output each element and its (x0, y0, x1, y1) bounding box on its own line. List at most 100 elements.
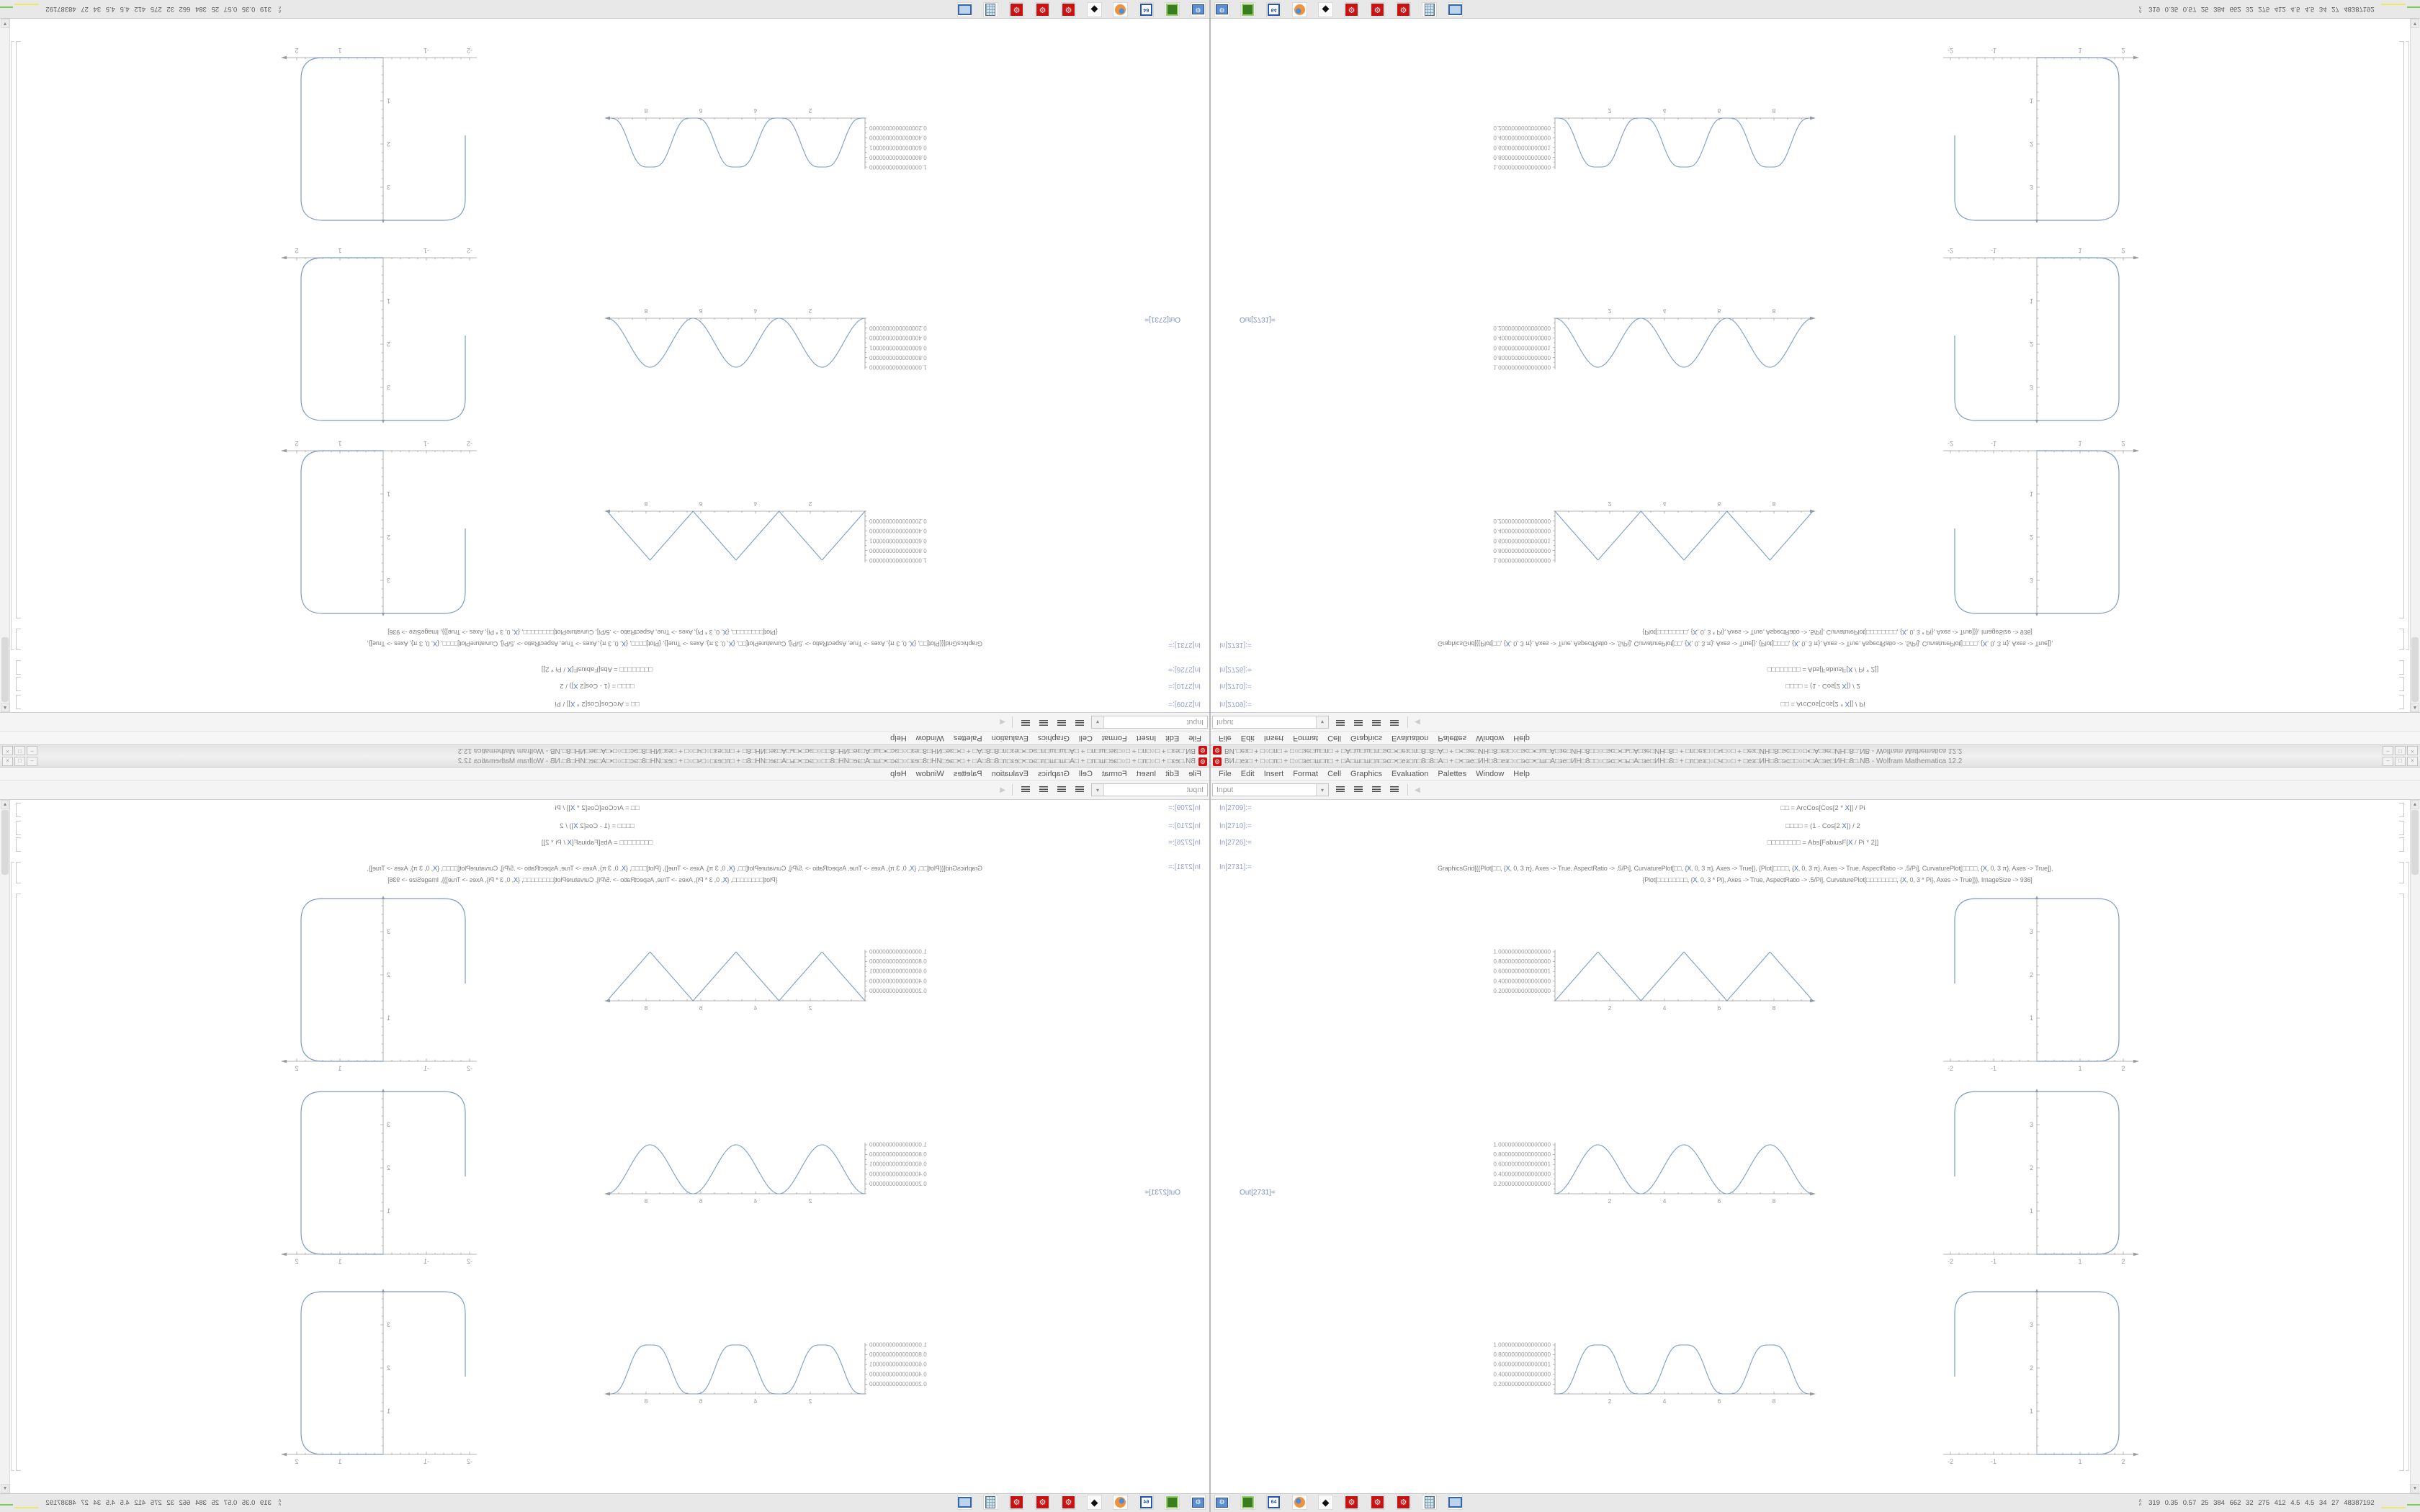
menu-item-graphics[interactable]: Graphics (1037, 769, 1070, 778)
menu-item-graphics[interactable]: Graphics (1350, 734, 1383, 743)
menu-item-file[interactable]: File (1188, 769, 1201, 778)
menu-item-palettes[interactable]: Palettes (953, 769, 982, 778)
cell-bracket[interactable] (2399, 803, 2404, 817)
align-right-button[interactable] (1369, 784, 1383, 796)
cell-bracket[interactable] (16, 837, 21, 852)
scroll-down-icon[interactable]: ▼ (2411, 1484, 2419, 1493)
minimize-button[interactable]: – (2383, 757, 2393, 766)
back-arrow-icon[interactable]: ◀ (1000, 786, 1005, 794)
menu-item-edit[interactable]: Edit (1165, 734, 1180, 743)
taskbar-icon-show-desktop[interactable] (957, 2, 972, 17)
cell-group-bracket[interactable] (11, 41, 14, 650)
align-left-button[interactable] (1333, 784, 1347, 796)
menu-item-palettes[interactable]: Palettes (1438, 769, 1467, 778)
taskbar-icon-mathematica-kernel[interactable]: ⚙ (1061, 1495, 1076, 1510)
restore-button[interactable]: □ (2395, 746, 2406, 755)
menu-item-graphics[interactable]: Graphics (1350, 769, 1383, 778)
window-titlebar[interactable]: ⚙ ВИ.□ез□ + □○□п□ + □○□зе□ш□п□ + □А□ш□ш□… (0, 744, 1209, 756)
menu-item-palettes[interactable]: Palettes (953, 734, 982, 743)
menu-item-cell[interactable]: Cell (1327, 734, 1342, 743)
menu-item-help[interactable]: Help (1513, 734, 1530, 743)
menu-item-format[interactable]: Format (1101, 769, 1127, 778)
taskbar-icon-mathematica-kernel[interactable]: ⚙ (1035, 2, 1050, 17)
cell-bracket[interactable] (2399, 862, 2404, 883)
taskbar-icon-show-desktop[interactable] (1448, 1495, 1463, 1510)
scrollbar-thumb[interactable] (2411, 810, 2419, 875)
chevron-down-icon[interactable]: ▾ (1092, 784, 1104, 796)
menu-item-file[interactable]: File (1219, 769, 1232, 778)
scroll-up-icon[interactable]: ▲ (1, 703, 9, 712)
input-cell-code[interactable]: GraphicsGrid[{{Plot[□□, {X, 0, 3 π}, Axe… (367, 640, 982, 647)
taskbar-icon-firefox[interactable] (1113, 1495, 1128, 1510)
input-cell-code[interactable]: □□□□ = (1 - Cos[2 X]) / 2 (560, 822, 635, 830)
taskbar-icon-firefox[interactable] (1292, 1495, 1307, 1510)
cell-style-dropdown[interactable]: Input ▾ (1091, 716, 1208, 729)
taskbar-icon-inkscape[interactable]: ◆ (1318, 1495, 1333, 1510)
menu-item-format[interactable]: Format (1293, 769, 1319, 778)
align-right-button[interactable] (1037, 716, 1051, 729)
cell-bracket[interactable] (16, 803, 21, 817)
menu-item-graphics[interactable]: Graphics (1037, 734, 1070, 743)
input-cell-code[interactable]: □□□□□□□□ = Abs[FabiusF[X / Pi * 2]] (541, 665, 653, 673)
scrollbar-thumb[interactable] (1, 637, 9, 702)
align-center-button[interactable] (1055, 716, 1069, 729)
input-cell-code[interactable]: {Plot[□□□□□□□□, {X, 0, 3 * Pi}, Axes -> … (387, 629, 778, 636)
menu-item-window[interactable]: Window (1476, 734, 1505, 743)
taskbar-icon-mathematica-kernel[interactable]: ⚙ (1035, 1495, 1050, 1510)
chevron-down-icon[interactable]: ▾ (1316, 716, 1328, 728)
taskbar-icon-mathematica-kernel[interactable]: ⚙ (1009, 1495, 1024, 1510)
menu-item-insert[interactable]: Insert (1136, 734, 1157, 743)
taskbar-icon-calculator[interactable] (1422, 2, 1437, 17)
cell-group-bracket[interactable] (11, 862, 14, 1471)
close-button[interactable]: × (2407, 757, 2418, 766)
input-cell-code[interactable]: {Plot[□□□□□□□□, {X, 0, 3 * Pi}, Axes -> … (387, 876, 778, 883)
menu-item-edit[interactable]: Edit (1240, 734, 1255, 743)
input-cell-code[interactable]: □□□□□□□□ = Abs[FabiusF[X / Pi * 2]] (1767, 839, 1879, 847)
window-titlebar[interactable]: ⚙ ВИ.□ез□ + □○□п□ + □○□зе□ш□п□ + □А□ш□ш□… (1211, 756, 2420, 768)
vertical-scrollbar[interactable]: ▲ ▼ (2410, 19, 2420, 712)
taskbar-icon-floppy-64[interactable]: 64 (1266, 1495, 1281, 1510)
cell-bracket[interactable] (16, 677, 21, 691)
taskbar-icon-calculator[interactable] (1422, 1495, 1437, 1510)
taskbar-icon-monitor-gear[interactable]: ⚙ (1191, 2, 1206, 17)
scroll-down-icon[interactable]: ▼ (1, 1484, 9, 1493)
scroll-up-icon[interactable]: ▲ (2411, 800, 2419, 809)
cell-bracket[interactable] (2399, 677, 2404, 691)
justify-button[interactable] (1387, 716, 1401, 729)
align-left-button[interactable] (1073, 784, 1087, 796)
cell-style-dropdown[interactable]: Input ▾ (1091, 783, 1208, 796)
close-button[interactable]: × (2407, 746, 2418, 755)
taskbar-icon-archive-drive[interactable] (1165, 2, 1180, 17)
taskbar-icon-monitor-gear[interactable]: ⚙ (1214, 2, 1229, 17)
input-cell-code[interactable]: □□□□□□□□ = Abs[FabiusF[X / Pi * 2]] (1767, 665, 1879, 673)
cell-bracket[interactable] (2399, 695, 2404, 709)
menu-item-insert[interactable]: Insert (1136, 769, 1157, 778)
input-cell-code[interactable]: □□□□□□□□ = Abs[FabiusF[X / Pi * 2]] (541, 839, 653, 847)
menu-item-file[interactable]: File (1188, 734, 1201, 743)
taskbar-icon-floppy-64[interactable]: 64 (1139, 2, 1154, 17)
taskbar-icon-mathematica-kernel[interactable]: ⚙ (1061, 2, 1076, 17)
taskbar-icon-mathematica-kernel[interactable]: ⚙ (1344, 1495, 1359, 1510)
menu-item-edit[interactable]: Edit (1165, 769, 1180, 778)
menu-item-evaluation[interactable]: Evaluation (1392, 734, 1429, 743)
taskbar-icon-floppy-64[interactable]: 64 (1266, 2, 1281, 17)
input-cell-code[interactable]: □□ = ArcCos[Cos[2 * X]] / Pi (1780, 700, 1865, 708)
cell-style-dropdown[interactable]: Input ▾ (1212, 783, 1329, 796)
expand-panel-icon[interactable]: ∧ ∧ (278, 1498, 282, 1507)
minimize-button[interactable]: – (27, 746, 37, 755)
scrollbar-thumb[interactable] (1, 810, 9, 875)
menu-item-help[interactable]: Help (890, 769, 907, 778)
vertical-scrollbar[interactable]: ▲ ▼ (2410, 800, 2420, 1493)
scroll-down-icon[interactable]: ▼ (1, 19, 9, 28)
input-cell-code[interactable]: □□□□ = (1 - Cos[2 X]) / 2 (1785, 682, 1860, 690)
taskbar-icon-mathematica-kernel[interactable]: ⚙ (1396, 2, 1411, 17)
menu-item-file[interactable]: File (1219, 734, 1232, 743)
vertical-scrollbar[interactable]: ▲ ▼ (0, 19, 10, 712)
window-titlebar[interactable]: ⚙ ВИ.□ез□ + □○□п□ + □○□зе□ш□п□ + □А□ш□ш□… (1211, 744, 2420, 756)
cell-group-bracket[interactable] (2406, 41, 2409, 650)
scrollbar-thumb[interactable] (2411, 637, 2419, 702)
output-cell-bracket[interactable] (2399, 894, 2404, 1471)
chevron-down-icon[interactable]: ▾ (1092, 716, 1104, 728)
menu-item-edit[interactable]: Edit (1240, 769, 1255, 778)
menu-item-evaluation[interactable]: Evaluation (991, 734, 1028, 743)
